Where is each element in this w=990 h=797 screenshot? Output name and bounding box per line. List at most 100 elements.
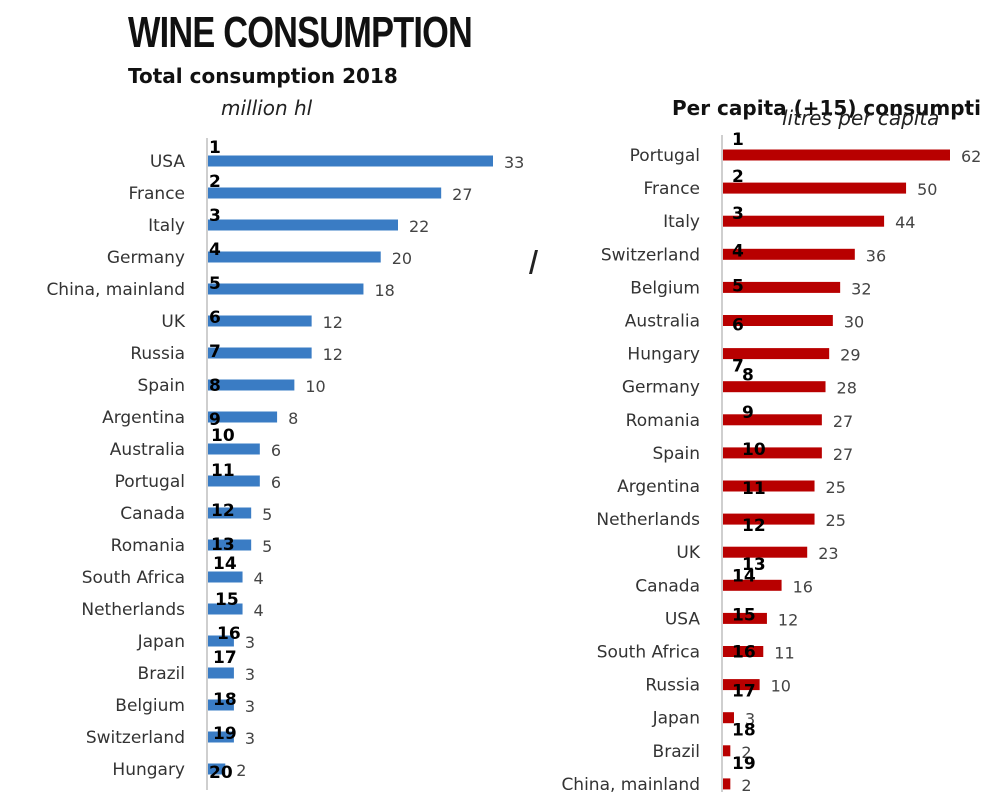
left-value-label: 10 — [305, 377, 325, 396]
right-value-label: 25 — [826, 511, 846, 530]
right-category-label: Portugal — [630, 146, 700, 166]
left-bar — [208, 379, 295, 391]
left-bar — [208, 731, 234, 743]
left-category-label: Portugal — [115, 472, 185, 492]
left-bar — [208, 411, 278, 423]
right-value-label: 2 — [741, 776, 751, 795]
left-category-label: Netherlands — [81, 600, 185, 620]
left-bar — [208, 539, 252, 551]
right-value-label: 11 — [774, 644, 794, 663]
left-bar — [208, 699, 234, 711]
right-chart-title: Per capita (+15) consumpti — [672, 96, 981, 120]
right-value-label: 10 — [771, 677, 791, 696]
left-value-label: 18 — [374, 281, 394, 300]
right-bar — [723, 480, 815, 492]
right-category-label: Romania — [626, 411, 700, 431]
right-value-label: 16 — [793, 577, 813, 596]
right-value-label: 36 — [866, 246, 886, 265]
left-category-label: Russia — [130, 344, 185, 364]
left-bar — [208, 667, 234, 679]
left-bar — [208, 507, 252, 519]
left-bar — [208, 187, 442, 199]
right-category-label: Canada — [635, 576, 700, 596]
left-rank-label: 14 — [213, 554, 237, 574]
right-value-label: 28 — [837, 379, 857, 398]
right-rank-label: 2 — [732, 167, 744, 187]
right-value-label: 29 — [840, 346, 860, 365]
left-rank-label: 19 — [213, 724, 237, 744]
right-category-label: Germany — [622, 378, 700, 398]
right-category-label: Netherlands — [596, 510, 700, 530]
right-bar — [723, 414, 822, 426]
right-bar — [723, 348, 830, 360]
right-bar — [723, 381, 826, 393]
right-bar — [723, 513, 815, 525]
right-bar — [723, 149, 950, 161]
right-bar — [723, 315, 833, 326]
right-rank-label: 15 — [732, 605, 756, 625]
left-value-label: 27 — [452, 185, 472, 204]
left-rank-label: 20 — [209, 763, 233, 783]
left-bar — [208, 155, 493, 167]
right-value-label: 44 — [895, 213, 915, 232]
left-rank-label: 4 — [209, 240, 221, 260]
right-value-label: 50 — [917, 180, 937, 199]
left-value-label: 3 — [245, 697, 255, 716]
left-category-label: France — [128, 184, 185, 204]
right-bar — [723, 215, 885, 227]
right-bar — [723, 579, 782, 591]
right-category-label: Spain — [653, 444, 701, 464]
right-category-label: Australia — [625, 312, 700, 332]
right-value-label: 12 — [778, 610, 798, 629]
right-value-label: 25 — [826, 478, 846, 497]
right-bar — [723, 745, 731, 757]
left-value-label: 12 — [323, 345, 343, 364]
left-bar — [208, 571, 243, 583]
right-bar — [723, 712, 734, 724]
right-category-label: France — [643, 179, 700, 199]
right-rank-label: 7 — [732, 357, 744, 377]
left-rank-label: 1 — [209, 138, 221, 158]
right-value-label: 3 — [745, 710, 755, 729]
right-category-label: China, mainland — [561, 775, 700, 795]
left-value-label: 6 — [271, 441, 281, 460]
right-rank-label: 19 — [732, 754, 756, 774]
left-value-label: 4 — [254, 601, 264, 620]
right-value-label: 23 — [818, 544, 838, 563]
left-category-label: Australia — [110, 440, 185, 460]
right-chart-unit: litres per capita — [782, 106, 940, 130]
left-value-label: 4 — [254, 569, 264, 588]
right-bar — [723, 646, 764, 657]
left-rank-label: 3 — [209, 206, 221, 226]
right-bar — [723, 612, 767, 624]
left-rank-label: 8 — [209, 376, 221, 396]
left-category-label: Belgium — [115, 696, 185, 716]
right-category-label: Switzerland — [601, 245, 700, 265]
right-category-label: Argentina — [617, 477, 700, 497]
left-value-label: 20 — [392, 249, 412, 268]
left-rank-label: 12 — [211, 501, 235, 521]
right-category-label: UK — [676, 543, 700, 563]
left-bar — [208, 347, 312, 359]
left-category-label: UK — [161, 312, 185, 332]
left-category-label: USA — [150, 152, 186, 172]
right-rank-label: 12 — [742, 516, 766, 536]
left-bar — [208, 763, 226, 775]
right-rank-label: 9 — [742, 403, 754, 423]
right-rank-label: 17 — [732, 682, 756, 702]
left-bar — [208, 443, 260, 455]
left-rank-label: 16 — [217, 624, 241, 644]
left-rank-label: 7 — [209, 342, 221, 362]
left-bar — [208, 603, 243, 615]
right-rank-label: 16 — [732, 643, 756, 663]
right-rank-label: 11 — [742, 479, 766, 499]
right-bar — [723, 447, 822, 459]
left-value-label: 3 — [245, 665, 255, 684]
right-category-label: USA — [665, 609, 701, 629]
right-value-label: 62 — [961, 147, 981, 166]
right-rank-label: 10 — [742, 440, 766, 460]
right-rank-label: 8 — [742, 366, 754, 386]
left-category-label: China, mainland — [46, 280, 185, 300]
right-rank-label: 13 — [742, 555, 766, 575]
